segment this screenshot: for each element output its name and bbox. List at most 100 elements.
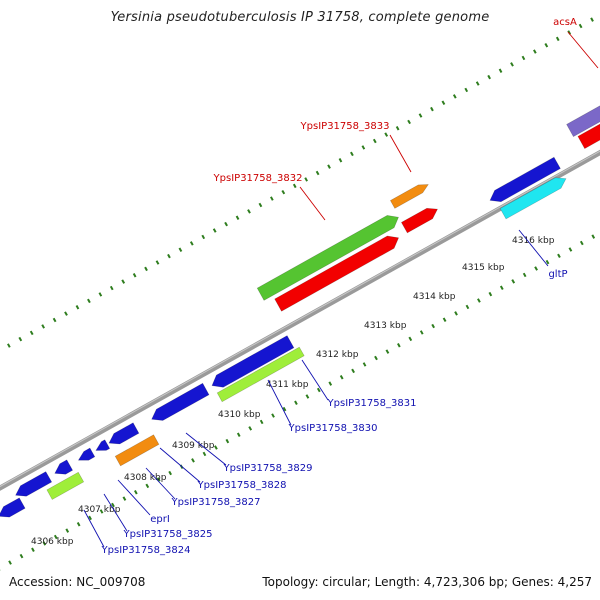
tick-mark [568,247,573,252]
tick-mark [430,106,434,112]
tick-mark [304,177,308,182]
tick-mark [315,170,320,176]
feature-blue-small-1 [54,459,74,475]
tick-mark [87,298,91,304]
feature-ypsip31758-3828 [114,434,160,467]
leader-line-11 [83,509,105,548]
scale-label-4314: 4314 kbp [413,292,456,302]
tick-mark [178,247,183,252]
leader-line-8 [145,467,176,500]
leader-line-6 [185,432,227,466]
leader-line-7 [159,447,201,483]
tick-mark [339,375,344,380]
tick-mark [475,81,480,86]
scale-label-4315: 4315 kbp [462,263,505,273]
tick-mark [258,202,263,208]
scale-label-4308: 4308 kbp [124,473,167,483]
feature-blue-left-1 [15,471,53,497]
feature-gltp [499,177,567,220]
tick-mark [292,183,297,189]
tick-mark [590,17,594,22]
scale-label-4313: 4313 kbp [364,321,407,331]
tick-mark [498,68,503,73]
tick-mark [351,368,355,374]
leader-line-9 [117,479,151,516]
tick-mark [397,343,401,348]
gene-label: YpsIP31758_3825 [123,529,213,540]
tick-mark [132,273,137,278]
scale-label-4306: 4306 kbp [31,537,74,547]
tick-mark [8,560,12,565]
tick-mark [212,228,217,233]
genome-backbone [0,149,600,491]
tick-mark [408,336,413,342]
tick-mark [99,509,104,514]
tick-mark [362,362,367,367]
tick-mark [305,394,310,399]
scale-label-4309: 4309 kbp [172,441,215,451]
tick-mark [395,126,400,131]
tick-mark [545,259,550,265]
tick-mark [88,515,92,521]
leader-line-4 [301,359,329,401]
feature-ypsip31758-3830 [216,346,305,403]
tick-mark [53,534,58,540]
tick-mark [98,292,103,297]
tick-mark [281,189,286,195]
tick-mark [247,209,251,214]
tick-mark [555,36,560,42]
tick-mark [510,62,514,67]
tick-mark [534,266,538,271]
tick-mark [64,311,68,316]
tick-mark [189,241,194,246]
tick-mark [407,119,411,125]
leader-line-1 [299,186,326,221]
gene-label: YpsIP31758_3830 [288,423,378,434]
tick-mark [167,253,171,259]
leader-line-5 [267,379,292,426]
tick-mark [487,74,491,80]
tick-mark [533,49,537,54]
scale-label-4316: 4316 kbp [512,236,555,246]
tick-mark [235,215,240,220]
tick-mark [316,387,321,393]
tick-mark [465,304,470,310]
feature-blue-small-3 [95,439,111,451]
tick-mark [214,445,218,450]
gene-label: YpsIP31758_3824 [101,545,191,556]
tick-mark [431,323,435,329]
feature-blue-mid-1 [108,422,140,445]
tick-mark [19,553,24,559]
tick-mark [372,138,377,144]
tick-mark [384,132,389,137]
tick-mark [7,343,11,348]
scale-label-4310: 4310 kbp [218,410,261,420]
tick-mark [361,145,366,150]
gene-label: acsA [553,17,577,28]
feature-ypsip31758-3833 [389,184,429,209]
genome-summary-text: Topology: circular; Length: 4,723,306 bp… [262,575,592,589]
tick-mark [259,419,264,425]
tick-mark [31,547,35,552]
feature-red-block-1 [274,235,400,312]
feature-blue-upper-right [489,156,561,203]
map-title: Yersinia pseudotuberculosis IP 31758, co… [110,10,490,25]
tick-mark [374,355,378,361]
tick-mark [579,240,584,246]
scale-label-4311: 4311 kbp [266,380,309,390]
tick-mark [156,477,161,482]
tick-mark [42,541,47,546]
tick-mark [191,458,195,463]
tick-mark [418,113,423,118]
tick-mark [294,400,298,405]
leader-line-3 [518,229,549,267]
tick-mark [144,266,148,272]
tick-mark [248,426,253,431]
leader-line-0 [389,134,412,173]
scale-label-4307: 4307 kbp [78,505,121,515]
tick-mark [454,311,458,316]
tick-mark [271,413,275,418]
tick-mark [236,432,241,437]
accession-text: Accession: NC_009708 [9,575,146,589]
